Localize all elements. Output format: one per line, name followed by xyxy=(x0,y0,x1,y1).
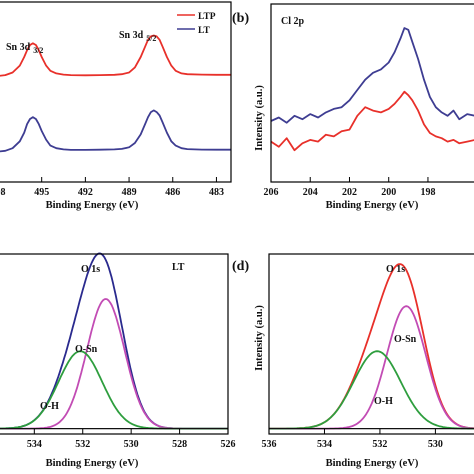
panel-b-xlabel: Binding Energy (eV) xyxy=(326,200,419,211)
panel-d-annotation-oh: O-H xyxy=(374,396,393,407)
panel-a-annotation-sn3d32: Sn 3d 3/2 xyxy=(6,42,43,55)
panel-b-line-series-0 xyxy=(270,27,474,124)
legend-label-lt: LT xyxy=(198,26,210,36)
panel-c-line-o-h xyxy=(0,350,228,430)
panel-a-ticks: 498 495 492 489 486 483 xyxy=(0,177,224,198)
legend-label-ltp: LTP xyxy=(198,12,216,22)
panel-b-x-tick-label: 204 xyxy=(303,187,318,198)
panel-a-line-ltp xyxy=(0,34,231,77)
panel-c-xlabel: Binding Energy (eV) xyxy=(46,458,139,469)
panel-d-lines xyxy=(269,263,474,430)
panel-d-annotation-o1s: O 1s xyxy=(386,264,405,275)
panel-c-lines xyxy=(0,252,228,430)
panel-b-x-tick-label: 206 xyxy=(264,187,279,198)
panel-d-x-tick-label: 530 xyxy=(428,439,443,450)
panel-b-line-series-1 xyxy=(270,90,474,152)
panel-c-annotation-oh: O-H xyxy=(40,401,59,412)
panel-c-line-o-sn xyxy=(0,298,228,430)
panel-b-x-tick-label: 198 xyxy=(420,187,435,198)
panel-a: 498 495 492 489 486 483 Sn 3d3/2 Sn 3d5/2 LTP… xyxy=(0,1,232,211)
panel-d-x-tick-label: 536 xyxy=(262,439,277,450)
panel-c: 534 532 530 528 526 O 1s O-Sn O-H LT Binding… xyxy=(0,252,236,469)
panel-d-ticks: 536 534 532 530 xyxy=(262,429,443,450)
panel-d-xlabel: Binding Energy (eV) xyxy=(326,458,419,469)
panel-a-line-lt xyxy=(0,109,231,153)
panel-b-letter: (b) xyxy=(232,11,249,26)
panel-d-frame xyxy=(268,253,474,435)
panel-c-x-tick-label: 532 xyxy=(75,439,90,450)
panel-a-x-tick-label: 498 xyxy=(0,187,6,198)
panel-b-frame xyxy=(270,3,474,183)
panel-d-letter: (d) xyxy=(232,259,249,274)
panel-a-x-tick-label: 486 xyxy=(165,187,180,198)
panel-a-annotation-sn3d52: Sn 3d 5/2 xyxy=(119,30,156,43)
panel-c-annotation-lt: LT xyxy=(172,262,185,273)
panel-c-x-tick-label: 534 xyxy=(27,439,42,450)
panel-b-ylabel: Intensity (a.u.) xyxy=(254,85,265,151)
panel-d-x-tick-label: 532 xyxy=(372,439,387,450)
panel-a-lines xyxy=(0,34,231,153)
panel-d: (d) 536 534 532 530 O 1s O-Sn O-H Intensity… xyxy=(232,253,474,469)
panel-d-line-o-h xyxy=(269,350,474,430)
panel-d-annotation-osn: O-Sn xyxy=(394,334,417,345)
panel-d-ylabel: Intensity (a.u.) xyxy=(254,305,265,371)
panel-b-ticks: 206 204 202 200 198 xyxy=(264,177,435,198)
panel-b-x-tick-label: 200 xyxy=(381,187,396,198)
panel-d-x-tick-label: 534 xyxy=(317,439,332,450)
panel-c-x-tick-label: 528 xyxy=(172,439,187,450)
panel-b-lines xyxy=(270,27,474,152)
panel-c-x-tick-label: 530 xyxy=(124,439,139,450)
panel-c-annotation-osn: O-Sn xyxy=(75,344,98,355)
panel-a-x-tick-label: 483 xyxy=(209,187,224,198)
panel-c-annotation-o1s: O 1s xyxy=(81,264,100,275)
panel-a-x-tick-label: 492 xyxy=(78,187,93,198)
panel-c-ticks: 534 532 530 528 526 xyxy=(27,429,236,450)
panel-b-annotation-cl2p: Cl 2p xyxy=(281,16,305,27)
panel-a-x-tick-label: 489 xyxy=(122,187,137,198)
panel-c-line-envelope xyxy=(0,252,228,430)
panel-d-line-o-sn xyxy=(269,305,474,430)
panel-a-x-tick-label: 495 xyxy=(34,187,49,198)
panel-c-frame xyxy=(0,253,229,435)
panel-a-xlabel: Binding Energy (eV) xyxy=(46,200,139,211)
panel-b-x-tick-label: 202 xyxy=(342,187,357,198)
panel-a-frame xyxy=(0,1,232,183)
panel-b: (b) 206 204 202 200 198 Cl 2p Intensity (a.u… xyxy=(232,3,474,211)
panel-c-x-tick-label: 526 xyxy=(221,439,236,450)
